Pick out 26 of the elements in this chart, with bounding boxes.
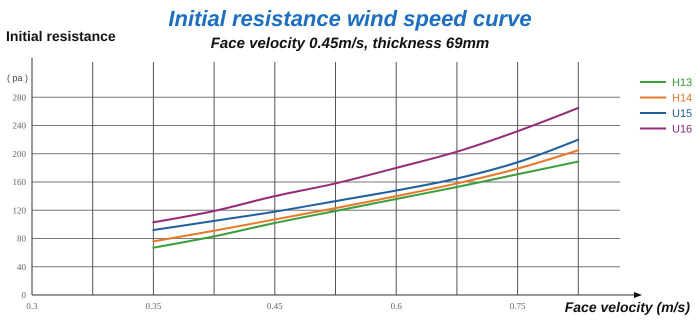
legend-label: U16 [672,124,692,136]
x-tick-label: 0.3 [26,301,38,311]
y-axis-title: Initial resistance [6,28,116,44]
y-tick-label: 280 [12,92,26,102]
legend-label: H14 [672,92,692,104]
y-tick-label: 40 [17,262,26,272]
legend-label: U15 [672,108,692,120]
line-series [152,160,580,249]
line-series [152,138,580,232]
y-tick-label: 240 [12,120,26,131]
line-series [152,149,580,242]
legend-label: H13 [672,77,692,89]
y-tick-label: 160 [12,177,26,188]
x-tick-label: 0.35 [146,301,162,311]
chart-title: Initial resistance wind speed curve [168,6,532,31]
chart-subtitle: Face velocity 0.45m/s, thickness 69mm [210,35,490,52]
y-tick-label: 80 [17,234,26,244]
x-axis-title: Face velocity (m/s) [564,299,690,315]
text: ( pa ) [7,73,28,83]
line-series [152,106,580,224]
x-tick-label: 0.6 [390,301,402,311]
x-tick-label: 0.45 [266,301,284,311]
y-tick-label: 200 [12,148,26,159]
y-tick-label: 0 [22,290,26,300]
y-tick-label: 120 [12,205,26,216]
x-tick-label: 0.75 [510,301,526,311]
